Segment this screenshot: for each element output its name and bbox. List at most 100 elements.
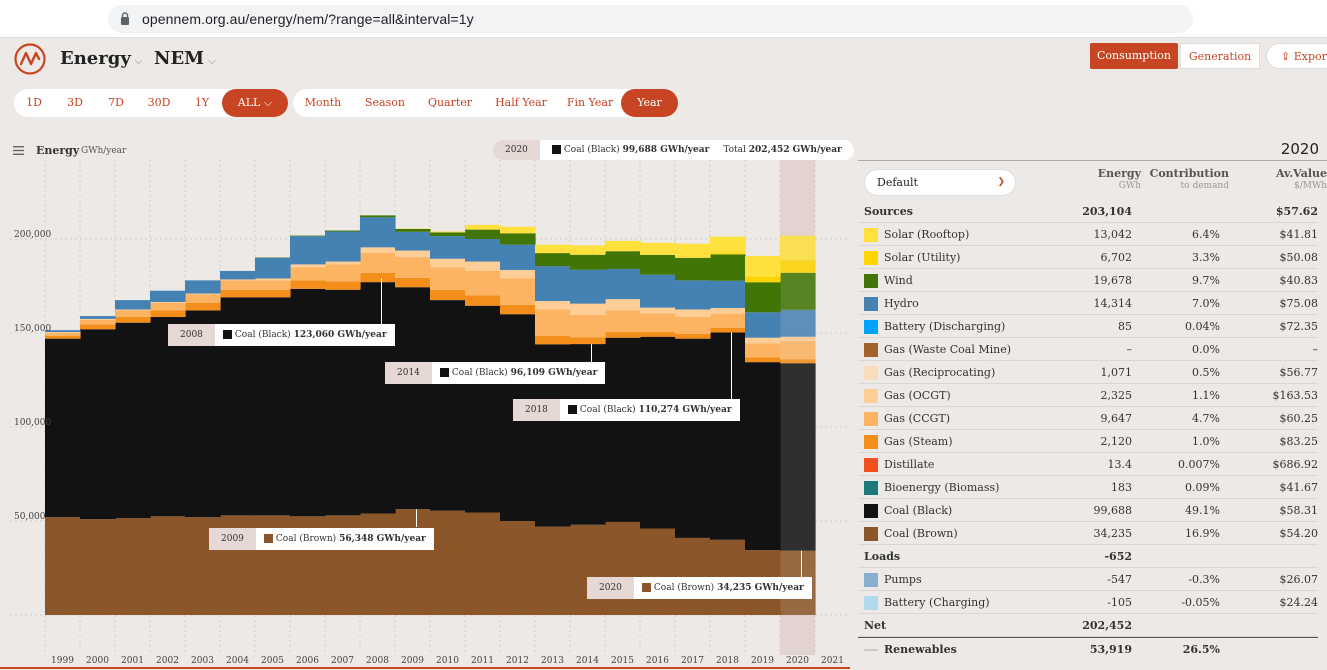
export-button[interactable]: ⇪ Export xyxy=(1266,43,1327,69)
area-segment[interactable] xyxy=(465,261,501,271)
area-segment[interactable] xyxy=(430,267,466,290)
series-wind[interactable] xyxy=(255,215,816,313)
area-segment[interactable] xyxy=(290,267,326,281)
area-segment[interactable] xyxy=(500,226,536,234)
area-segment[interactable] xyxy=(325,264,361,282)
series-color-swatch[interactable] xyxy=(864,527,878,541)
area-segment[interactable] xyxy=(115,309,151,311)
area-segment[interactable] xyxy=(430,236,466,259)
area-segment[interactable] xyxy=(570,303,606,315)
interval-half-year[interactable]: Half Year xyxy=(495,96,547,109)
area-segment[interactable] xyxy=(675,309,711,318)
area-segment[interactable] xyxy=(325,230,361,232)
area-segment[interactable] xyxy=(465,295,501,306)
area-segment[interactable] xyxy=(710,280,746,309)
series-solar-utility[interactable] xyxy=(710,253,816,283)
area-segment[interactable] xyxy=(780,341,816,360)
area-segment[interactable] xyxy=(395,277,431,288)
area-segment[interactable] xyxy=(360,252,396,273)
area-segment[interactable] xyxy=(360,272,396,283)
area-segment[interactable] xyxy=(465,224,501,230)
area-segment[interactable] xyxy=(115,322,151,519)
area-segment[interactable] xyxy=(360,282,396,514)
area-segment[interactable] xyxy=(325,281,361,290)
area-segment[interactable] xyxy=(605,332,641,338)
table-row[interactable]: Battery (Charging) -105 -0.05% $24.24 xyxy=(858,591,1318,614)
area-segment[interactable] xyxy=(150,317,186,517)
area-segment[interactable] xyxy=(605,269,641,300)
area-segment[interactable] xyxy=(780,336,816,342)
area-segment[interactable] xyxy=(430,289,466,301)
area-segment[interactable] xyxy=(710,308,746,314)
series-color-swatch[interactable] xyxy=(864,320,878,334)
area-segment[interactable] xyxy=(500,521,536,615)
area-segment[interactable] xyxy=(220,280,256,290)
area-segment[interactable] xyxy=(535,335,571,345)
area-segment[interactable] xyxy=(640,336,676,529)
area-segment[interactable] xyxy=(745,357,781,363)
range-7d[interactable]: 7D xyxy=(108,96,124,109)
area-segment[interactable] xyxy=(290,235,326,237)
area-segment[interactable] xyxy=(675,317,711,334)
series-color-swatch[interactable] xyxy=(864,297,878,311)
area-segment[interactable] xyxy=(80,324,116,330)
area-segment[interactable] xyxy=(150,310,186,318)
table-row[interactable]: Distillate 13.4 0.007% $686.92 xyxy=(858,453,1318,476)
series-gas-ocgt[interactable] xyxy=(45,247,816,344)
area-segment[interactable] xyxy=(640,313,676,333)
area-segment[interactable] xyxy=(430,232,466,237)
range-30d[interactable]: 30D xyxy=(147,96,171,109)
section-dropdown[interactable]: Energy ⌵ xyxy=(60,48,142,69)
area-segment[interactable] xyxy=(430,258,466,268)
area-segment[interactable] xyxy=(45,330,81,333)
series-color-swatch[interactable] xyxy=(864,251,878,265)
area-segment[interactable] xyxy=(360,247,396,253)
area-segment[interactable] xyxy=(395,231,431,251)
series-color-swatch[interactable] xyxy=(864,274,878,288)
area-segment[interactable] xyxy=(500,278,536,305)
area-segment[interactable] xyxy=(80,316,116,319)
area-segment[interactable] xyxy=(430,300,466,511)
area-segment[interactable] xyxy=(360,217,396,248)
area-segment[interactable] xyxy=(675,257,711,281)
area-segment[interactable] xyxy=(255,280,291,290)
area-segment[interactable] xyxy=(605,337,641,522)
series-color-swatch[interactable] xyxy=(864,343,878,357)
table-row[interactable]: Battery (Discharging) 85 0.04% $72.35 xyxy=(858,315,1318,338)
area-segment[interactable] xyxy=(710,313,746,328)
interval-season[interactable]: Season xyxy=(365,96,405,109)
series-solar-rooftop[interactable] xyxy=(395,224,816,277)
area-segment[interactable] xyxy=(535,244,571,254)
area-segment[interactable] xyxy=(675,280,711,310)
area-segment[interactable] xyxy=(115,518,151,615)
energy-stacked-area-chart[interactable]: 50,000 100,000 150,000 200,000 1999 2000 2001 2… xyxy=(0,160,850,670)
table-row[interactable]: Gas (CCGT) 9,647 4.7% $60.25 xyxy=(858,407,1318,430)
series-color-swatch[interactable] xyxy=(864,366,878,380)
area-segment[interactable] xyxy=(500,233,536,245)
area-segment[interactable] xyxy=(150,302,186,311)
table-row[interactable]: Solar (Utility) 6,702 3.3% $50.08 xyxy=(858,246,1318,269)
area-segment[interactable] xyxy=(675,537,711,615)
area-segment[interactable] xyxy=(115,317,151,323)
area-segment[interactable] xyxy=(80,318,116,320)
area-segment[interactable] xyxy=(605,251,641,270)
area-segment[interactable] xyxy=(640,254,676,275)
area-segment[interactable] xyxy=(570,337,606,345)
area-segment[interactable] xyxy=(45,333,81,336)
area-segment[interactable] xyxy=(605,310,641,333)
area-segment[interactable] xyxy=(360,215,396,218)
table-row[interactable]: Wind 19,678 9.7% $40.83 xyxy=(858,269,1318,292)
series-color-swatch[interactable] xyxy=(864,412,878,426)
series-color-swatch[interactable] xyxy=(864,573,878,587)
area-segment[interactable] xyxy=(780,272,816,310)
area-segment[interactable] xyxy=(500,270,536,279)
range-3d[interactable]: 3D xyxy=(67,96,83,109)
area-segment[interactable] xyxy=(45,335,81,339)
area-segment[interactable] xyxy=(150,516,186,615)
interval-quarter[interactable]: Quarter xyxy=(427,96,473,109)
area-segment[interactable] xyxy=(395,250,431,258)
series-gas-steam[interactable] xyxy=(45,272,816,364)
grouping-select[interactable]: Default ❯ xyxy=(864,169,1016,196)
series-gas-ccgt[interactable] xyxy=(45,252,816,360)
area-segment[interactable] xyxy=(255,289,291,298)
